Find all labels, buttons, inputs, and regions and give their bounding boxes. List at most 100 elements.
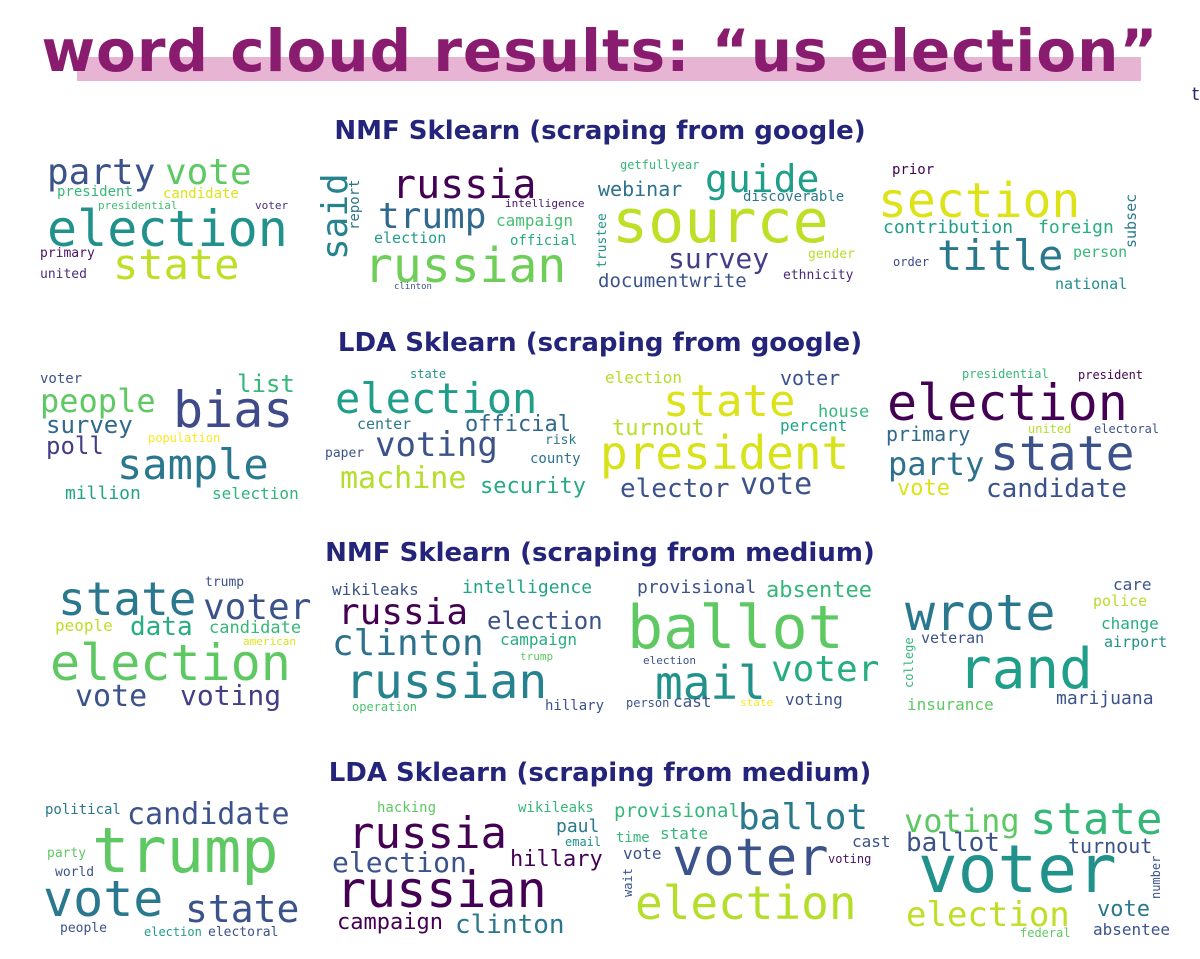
cloud-word: wikileaks	[332, 580, 419, 599]
cloud-word: wikileaks	[518, 800, 594, 816]
cloud-word: title	[937, 231, 1064, 280]
cloud-word: survey	[46, 411, 133, 439]
cloud-word: voter	[780, 366, 841, 390]
cloud-word: candidate	[986, 474, 1127, 504]
cloud-word: election	[643, 654, 696, 667]
cloud-word: poll	[46, 432, 104, 460]
cloud-word: political	[45, 802, 121, 818]
cloud-word: provisional	[637, 577, 757, 598]
cloud-word: state	[113, 240, 240, 289]
cloud-word: machine	[340, 461, 467, 496]
cloud-word: state	[740, 696, 774, 709]
cloud-word: official	[465, 412, 571, 437]
cloud-word: county	[530, 451, 581, 467]
cloud-word: state	[58, 572, 197, 626]
cloud-word: turnout	[1068, 834, 1153, 858]
cloud-word: absentee	[766, 578, 872, 603]
section-title-lda-google: LDA Sklearn (scraping from google)	[337, 328, 863, 358]
cloud-word: voting	[904, 802, 1020, 840]
cloud-word: care	[1113, 575, 1152, 594]
cloud-word: ballot	[627, 593, 844, 663]
cloud-word: candidate	[163, 186, 239, 202]
cloud-word: world	[55, 865, 95, 880]
cloud-word: airport	[1104, 633, 1168, 651]
cloud-word: state	[1030, 794, 1163, 845]
cloud-word: election	[332, 846, 467, 879]
cloud-word: foreign	[1038, 217, 1114, 238]
cloud-word: selection	[212, 484, 299, 503]
cloud-word: discoverable	[743, 189, 845, 205]
cloud-word: voting	[180, 679, 282, 712]
cloud-word: party	[888, 445, 985, 483]
cloud-word: provisional	[614, 800, 740, 822]
cloud-word: party	[47, 152, 156, 193]
cloud-word: election	[605, 368, 683, 387]
section-title-nmf-google: NMF Sklearn (scraping from google)	[334, 116, 866, 146]
cloud-word: candidate	[209, 618, 302, 638]
cloud-word: vote	[165, 152, 252, 193]
cloud-word: college	[902, 637, 916, 688]
cloud-word: voter	[255, 199, 289, 212]
cloud-word: risk	[545, 433, 577, 448]
cloud-word: national	[1055, 275, 1128, 293]
cloud-word: trump	[205, 575, 245, 590]
cloud-word: hillary	[510, 847, 603, 872]
cloud-word: gender	[808, 247, 855, 262]
cloud-word: united	[40, 267, 87, 282]
cloud-word: president	[1078, 368, 1144, 382]
cloud-word: rand	[958, 637, 1093, 702]
cloud-word: security	[480, 474, 586, 499]
cloud-word: hacking	[377, 800, 437, 816]
cloud-word: voting	[828, 852, 872, 866]
cloud-word: federal	[1020, 926, 1071, 940]
clipped-edge-character: t	[1192, 84, 1200, 105]
cloud-word: percent	[780, 416, 848, 435]
cloud-word: paper	[325, 446, 365, 461]
cloud-word: vote	[75, 679, 148, 714]
cloud-word: election	[487, 607, 603, 635]
cloud-word: veteran	[921, 629, 985, 647]
cloud-word: official	[510, 233, 578, 249]
cloud-word: voter	[918, 831, 1117, 908]
cloud-word: election	[374, 229, 447, 247]
cloud-word: trump	[378, 196, 487, 237]
cloud-word: wait	[621, 868, 635, 897]
cloud-word: campaign	[500, 630, 578, 649]
cloud-word: clinton	[394, 282, 432, 292]
cloud-word: ethnicity	[783, 268, 854, 283]
cloud-word: election	[50, 634, 291, 692]
cloud-word: president	[57, 184, 133, 200]
cloud-word: cast	[852, 832, 891, 851]
cloud-word: intelligence	[505, 197, 585, 210]
cloud-word: russia	[392, 162, 537, 208]
cloud-word: number	[1149, 855, 1163, 899]
cloud-word: voting	[785, 690, 843, 709]
cloud-word: source	[612, 187, 829, 257]
cloud-word: campaign	[337, 910, 443, 935]
cloud-word: vote	[740, 467, 813, 502]
cloud-word: report	[347, 179, 363, 230]
cloud-word: ballot	[738, 797, 869, 838]
cloud-word: getfullyear	[620, 158, 700, 172]
main-title: word cloud results: “us election”	[41, 17, 1159, 85]
cloud-word: state	[660, 824, 709, 843]
cloud-word: hillary	[545, 698, 605, 714]
cloud-word: trump	[92, 814, 279, 887]
cloud-word: wrote	[905, 584, 1056, 642]
cloud-word: webinar	[598, 177, 683, 201]
cloud-word: paul	[556, 816, 600, 837]
cloud-word: bias	[173, 381, 294, 439]
cloud-word: state	[663, 376, 796, 427]
cloud-word: russian	[336, 861, 547, 919]
cloud-word: state	[990, 426, 1135, 482]
cloud-word: people	[60, 921, 107, 936]
cloud-word: party	[47, 846, 87, 861]
cloud-word: vote	[623, 844, 662, 863]
cloud-word: center	[357, 415, 412, 433]
cloud-word: trump	[520, 650, 554, 663]
cloud-word: survey	[668, 242, 770, 275]
cloud-word: russian	[345, 654, 548, 710]
cloud-word: state	[185, 887, 300, 931]
cloud-word: state	[410, 367, 447, 381]
